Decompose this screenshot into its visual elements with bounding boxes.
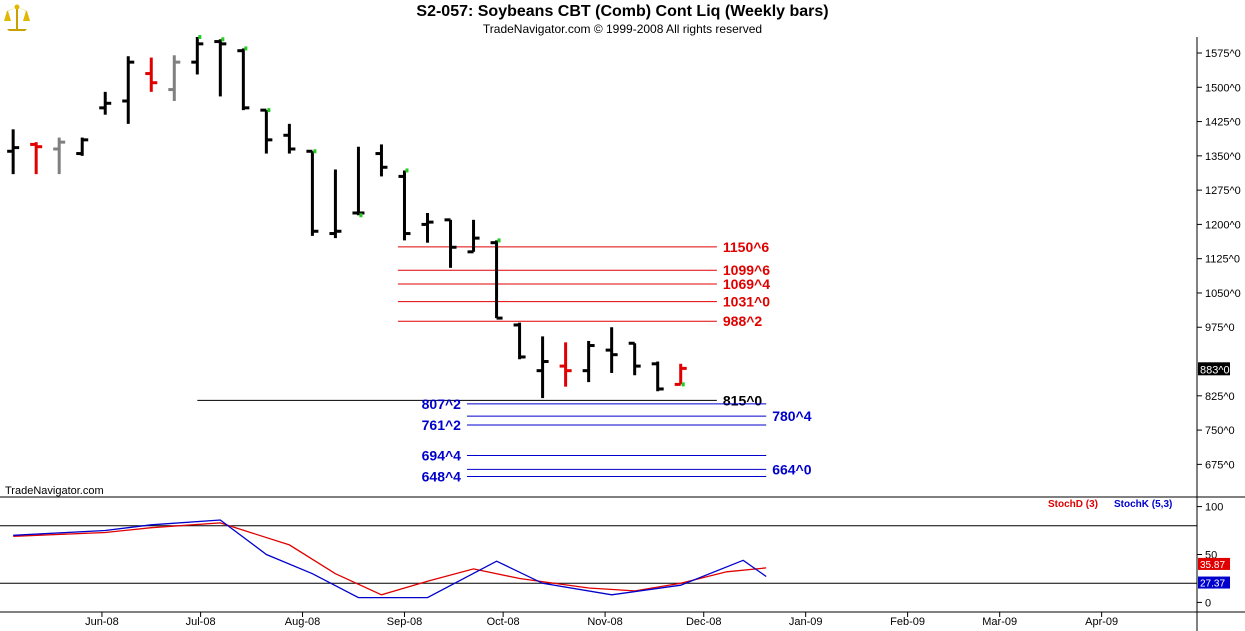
price-tick-label: 1125^0 bbox=[1205, 254, 1240, 266]
time-tick-label: Oct-08 bbox=[487, 616, 520, 628]
ohlc-bar bbox=[122, 56, 135, 124]
legend-stoch-k: StochK (5,3) bbox=[1114, 499, 1173, 510]
level-label: 807^2 bbox=[422, 396, 462, 412]
time-tick-label: Aug-08 bbox=[285, 616, 320, 628]
signal-dot bbox=[267, 108, 271, 113]
legend-stoch-d: StochD (3) bbox=[1048, 499, 1098, 510]
ohlc-bar bbox=[145, 57, 158, 92]
ohlc-bar bbox=[214, 37, 227, 97]
chart-subtitle: TradeNavigator.com © 1999-2008 All right… bbox=[482, 22, 763, 36]
osc-last-label: 27.37 bbox=[1200, 579, 1225, 590]
price-tick-label: 1275^0 bbox=[1205, 185, 1241, 197]
chart-frame bbox=[0, 37, 1245, 631]
time-tick-label: Nov-08 bbox=[587, 616, 622, 628]
signal-dot bbox=[313, 149, 317, 154]
ohlc-bar bbox=[628, 341, 641, 376]
price-tick-label: 975^0 bbox=[1205, 322, 1235, 334]
level-label: 761^2 bbox=[422, 417, 462, 433]
signal-dot bbox=[221, 37, 225, 42]
level-label: 648^4 bbox=[422, 468, 462, 484]
ohlc-bar bbox=[283, 123, 296, 154]
ohlc-bar bbox=[306, 149, 319, 236]
osc-series-line bbox=[13, 519, 767, 599]
ohlc-bar bbox=[260, 108, 273, 154]
ohlc-bar bbox=[467, 219, 480, 254]
ohlc-bar bbox=[490, 238, 503, 320]
ohlc-bar bbox=[237, 46, 250, 111]
level-label: 1099^6 bbox=[723, 262, 770, 278]
ohlc-bar bbox=[99, 91, 112, 115]
signal-dot bbox=[681, 382, 685, 387]
ohlc-bar bbox=[76, 137, 89, 156]
price-tick-label: 1050^0 bbox=[1205, 288, 1241, 300]
level-label: 1150^6 bbox=[723, 239, 770, 255]
ohlc-bar bbox=[191, 35, 204, 75]
osc-last-box bbox=[1198, 557, 1230, 570]
price-tick-label: 750^0 bbox=[1205, 425, 1235, 437]
level-label: 694^4 bbox=[422, 447, 462, 463]
ohlc-bar bbox=[53, 137, 66, 175]
level-label: 780^4 bbox=[772, 408, 812, 424]
time-tick-label: Dec-08 bbox=[686, 616, 721, 628]
ohlc-bar bbox=[30, 142, 43, 175]
time-tick-label: Apr-09 bbox=[1085, 616, 1118, 628]
osc-tick-label: 100 bbox=[1205, 502, 1223, 514]
ohlc-bar bbox=[651, 361, 664, 392]
price-axis: 1575^0 1500^0 1425^0 1350^0 1275^0 1200^0 1125… bbox=[1197, 48, 1241, 471]
level-label: 1069^4 bbox=[723, 276, 770, 292]
price-tick-label: 1500^0 bbox=[1205, 82, 1241, 94]
level-label: 664^0 bbox=[772, 461, 812, 477]
ohlc-bar bbox=[375, 144, 388, 177]
ohlc-bar bbox=[513, 322, 526, 360]
level-label: 988^2 bbox=[723, 313, 763, 329]
time-tick-label: Jan-09 bbox=[789, 616, 823, 628]
price-tick-label: 1425^0 bbox=[1205, 117, 1241, 129]
last-price-label: 883^0 bbox=[1200, 364, 1230, 376]
osc-last-label: 35.87 bbox=[1200, 560, 1225, 571]
price-tick-label: 1350^0 bbox=[1205, 151, 1241, 163]
time-tick-label: Jul-08 bbox=[186, 616, 216, 628]
signal-dot bbox=[244, 46, 248, 51]
watermark: TradeNavigator.com bbox=[5, 485, 104, 497]
level-label: 1031^0 bbox=[723, 294, 770, 310]
ohlc-bar bbox=[582, 340, 595, 383]
ohlc-bar bbox=[352, 146, 365, 218]
ohlc-bar bbox=[444, 218, 457, 268]
osc-last-box bbox=[1198, 576, 1230, 589]
time-tick-label: Mar-09 bbox=[982, 616, 1017, 628]
ohlc-bar bbox=[536, 336, 549, 399]
trade-navigator-logo bbox=[3, 3, 31, 33]
signal-dot bbox=[198, 35, 202, 39]
ohlc-bar bbox=[605, 327, 618, 373]
osc-tick-label: 0 bbox=[1205, 597, 1211, 609]
price-tick-label: 1200^0 bbox=[1205, 219, 1241, 231]
ohlc-bar bbox=[168, 55, 181, 101]
osc-series-line bbox=[13, 522, 767, 596]
time-tick-label: Jun-08 bbox=[85, 616, 119, 628]
last-price-box bbox=[1198, 362, 1230, 376]
signal-dot bbox=[405, 168, 409, 173]
price-tick-label: 825^0 bbox=[1205, 391, 1235, 403]
ohlc-bar bbox=[398, 168, 411, 241]
ohlc-bar bbox=[7, 129, 20, 175]
ohlc-bar bbox=[421, 212, 434, 243]
price-tick-label: 1575^0 bbox=[1205, 48, 1241, 60]
ohlc-bar bbox=[674, 363, 687, 387]
time-tick-label: Sep-08 bbox=[387, 616, 422, 628]
level-label: 815^0 bbox=[723, 392, 763, 408]
ohlc-bars bbox=[7, 35, 687, 399]
time-tick-label: Feb-09 bbox=[890, 616, 925, 628]
ohlc-bar bbox=[559, 342, 572, 387]
signal-dot bbox=[497, 238, 501, 243]
chart-title: S2-057: Soybeans CBT (Comb) Cont Liq (We… bbox=[416, 3, 829, 20]
price-tick-label: 675^0 bbox=[1205, 459, 1235, 471]
signal-dot bbox=[359, 213, 363, 218]
ohlc-bar bbox=[329, 169, 342, 239]
time-axis: Jun-08 Jul-08 Aug-08 Sep-08 Oct-08 Nov-08 Dec-… bbox=[85, 612, 1118, 628]
